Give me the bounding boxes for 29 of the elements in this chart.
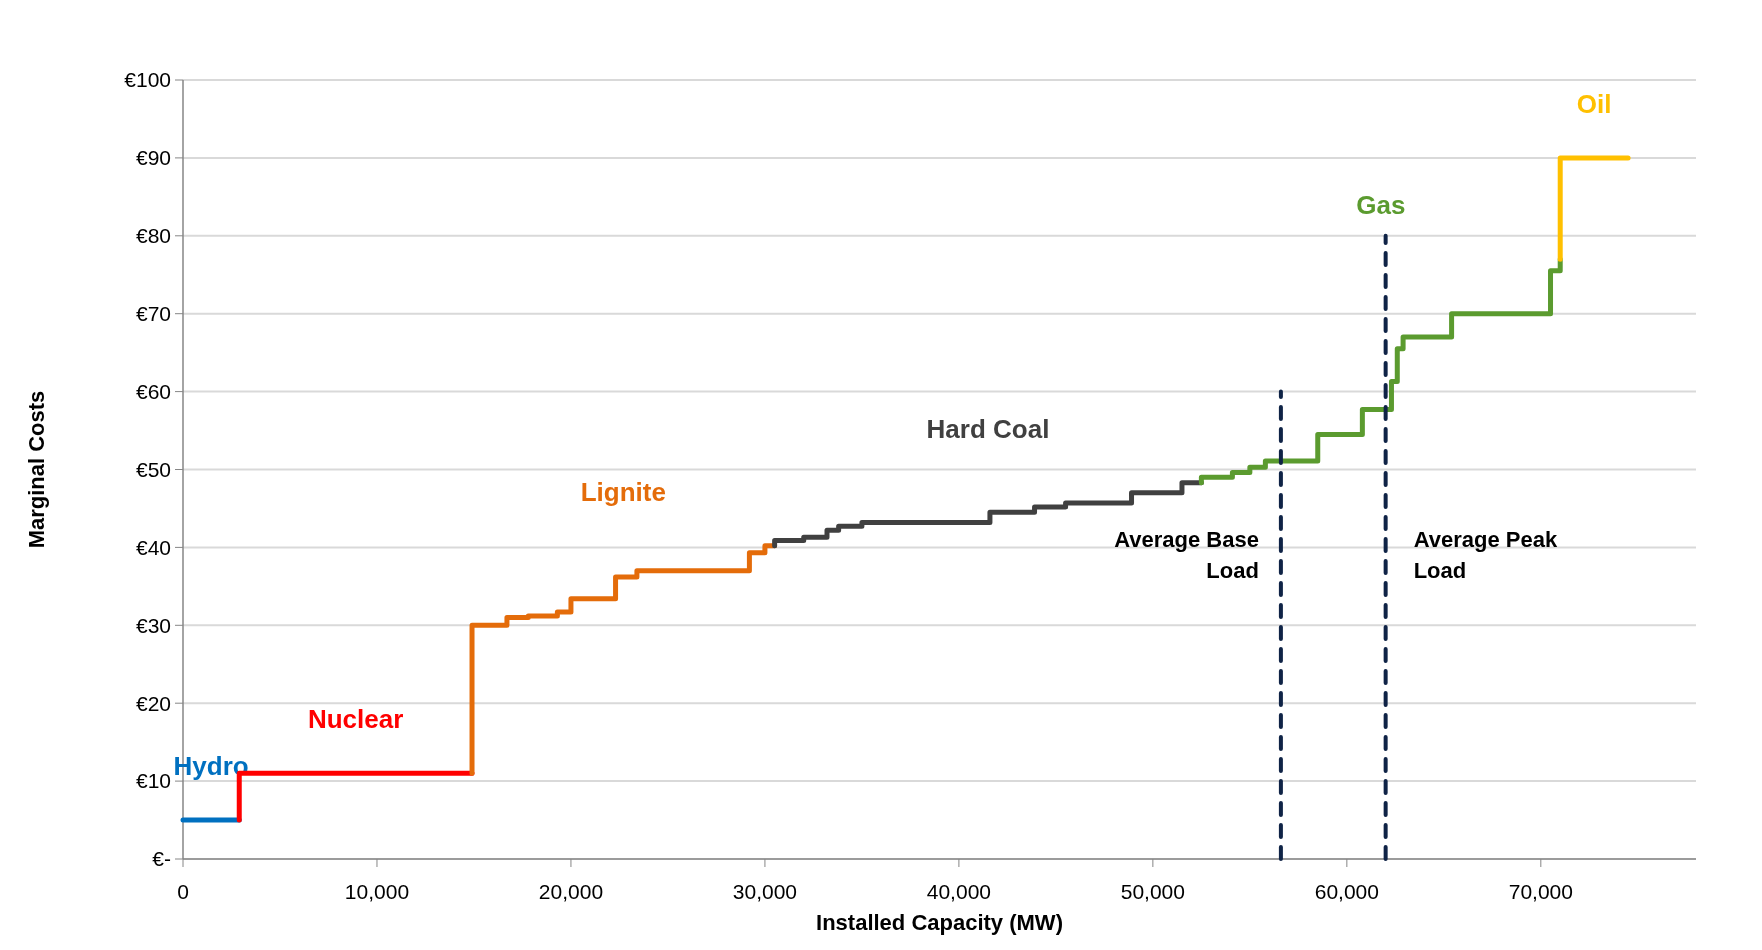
y-tick-label: €- [152,847,171,871]
text: Lignite [580,476,666,507]
x-tick-label: 70,000 [1508,880,1573,903]
y-tick-label: €60 [135,379,171,403]
text: Hard Coal [926,413,1050,444]
y-tick-label: €70 [135,302,171,326]
series-label: Oil [1576,88,1612,119]
series-label: Hydro [173,751,249,782]
x-tick-label: 20,000 [538,880,604,903]
y-tick-label: €50 [135,457,171,481]
y-tick-label: €40 [135,535,171,559]
x-tick-label: 60,000 [1314,880,1379,903]
y-tick-label: €10 [135,769,171,793]
x-tick-label: 0 [177,880,189,903]
annotation: Average Base Load [1114,527,1259,584]
x-tick-label: 30,000 [732,880,798,903]
y-tick-label: €80 [135,224,171,248]
x-tick-label: 10,000 [344,880,410,903]
y-tick-label: €90 [135,146,171,170]
y-tick-label: €30 [135,613,171,637]
y-tick-label: €20 [135,691,171,715]
x-axis-title: Installed Capacity (MW) [816,910,1063,935]
y-axis-title: Marginal Costs [24,390,49,549]
x-tick-label: 40,000 [926,880,992,903]
text: Gas [1356,190,1406,221]
annotation: Average Peak Load [1413,527,1558,584]
x-tick-label: 50,000 [1120,880,1185,903]
series-label: Nuclear [307,704,404,735]
y-tick-label: €100 [124,68,171,92]
